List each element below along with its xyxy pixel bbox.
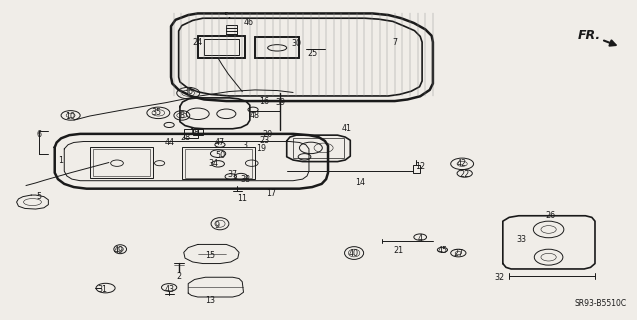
Text: 23: 23 [259,136,269,145]
Text: 11: 11 [237,194,247,203]
Bar [182,147,255,179]
Text: 40: 40 [348,250,359,259]
Text: 35: 35 [152,108,162,117]
Text: 50: 50 [215,151,225,160]
Text: 37: 37 [227,170,238,179]
Text: 34: 34 [209,159,218,168]
Bar [204,39,239,55]
Text: 4: 4 [418,234,423,243]
Text: 1: 1 [59,156,64,164]
Text: 22: 22 [459,170,470,179]
Text: 39: 39 [275,98,285,107]
Text: 46: 46 [243,19,254,28]
Text: 38: 38 [240,175,250,184]
Text: 30: 30 [291,39,301,48]
Bar [197,36,245,58]
Text: 26: 26 [545,211,555,220]
Text: 16: 16 [259,97,269,106]
Text: 15: 15 [205,251,215,260]
Bar [185,149,252,178]
Text: 48: 48 [250,111,260,120]
Text: 32: 32 [494,273,505,282]
Text: 19: 19 [256,144,266,153]
Text: 43: 43 [164,284,174,293]
Bar [192,129,203,135]
Text: 6: 6 [36,130,41,139]
Text: 27: 27 [453,250,464,259]
Text: 5: 5 [36,192,41,201]
Text: 2: 2 [176,272,182,281]
Text: 10: 10 [66,113,76,122]
Bar [413,165,420,173]
Bar [183,129,197,138]
Bar [90,147,154,178]
Text: 36: 36 [183,87,193,96]
Text: 13: 13 [206,296,215,305]
Bar [197,36,245,58]
Text: 14: 14 [355,178,365,187]
Text: 44: 44 [164,138,174,147]
Text: 20: 20 [262,130,273,139]
Text: 47: 47 [215,138,225,147]
Text: 17: 17 [266,189,276,198]
Text: 45: 45 [438,246,448,255]
Text: 8: 8 [180,111,184,120]
Text: 21: 21 [393,246,403,255]
Text: 33: 33 [517,235,527,244]
Bar [255,37,299,58]
Text: 3: 3 [243,141,248,150]
Text: 28: 28 [180,133,190,142]
Bar [293,138,344,158]
Text: 25: 25 [307,49,317,58]
Bar [93,149,150,176]
Text: FR.: FR. [578,29,601,42]
Text: 7: 7 [392,38,397,47]
Text: 18: 18 [190,128,199,137]
Text: 41: 41 [342,124,352,132]
Text: 24: 24 [192,38,203,47]
Text: 42: 42 [457,159,466,168]
Text: SR93-B5510C: SR93-B5510C [575,299,627,308]
Bar [255,37,299,58]
Text: 12: 12 [415,162,426,171]
Text: 31: 31 [97,284,108,293]
Text: 9: 9 [214,221,219,230]
Text: 49: 49 [113,246,124,255]
Bar [226,25,236,34]
